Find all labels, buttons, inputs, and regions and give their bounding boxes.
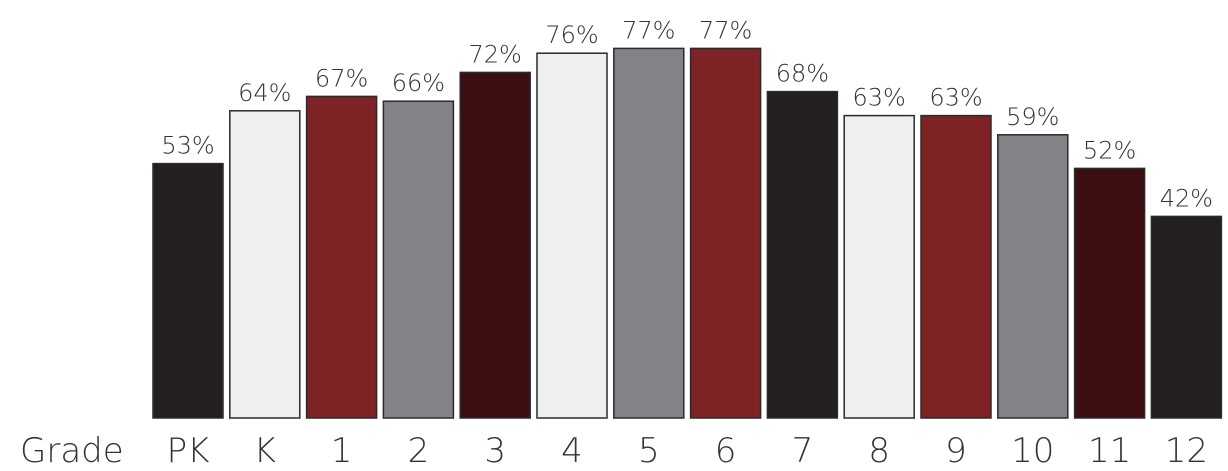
value-label-k: 64% bbox=[238, 79, 291, 107]
value-label-10: 59% bbox=[1006, 103, 1059, 131]
value-label-7: 68% bbox=[776, 60, 829, 88]
bar-5 bbox=[613, 47, 685, 419]
x-axis-label: Grade bbox=[20, 431, 124, 471]
bar-pk bbox=[152, 162, 224, 419]
tick-label-10: 10 bbox=[1011, 431, 1054, 471]
tick-label-6: 6 bbox=[715, 431, 737, 471]
bar-4 bbox=[536, 52, 608, 419]
bar-11 bbox=[1073, 167, 1146, 419]
value-label-8: 63% bbox=[853, 84, 906, 112]
tick-label-k: K bbox=[254, 431, 276, 471]
value-labels-group: 53% 64% 67% 66% 72% 76% 77% 77% 68% 63% 63% 59% 52% 4… bbox=[161, 16, 1213, 212]
bar-8 bbox=[843, 114, 915, 419]
tick-label-12: 12 bbox=[1165, 431, 1208, 471]
tick-label-7: 7 bbox=[792, 431, 814, 471]
tick-label-5: 5 bbox=[638, 431, 660, 471]
bar-6 bbox=[689, 47, 762, 419]
value-label-1: 67% bbox=[315, 64, 368, 92]
value-label-12: 42% bbox=[1160, 184, 1213, 212]
tick-label-1: 1 bbox=[331, 431, 353, 471]
bar-9 bbox=[920, 114, 992, 419]
bar-k bbox=[229, 110, 301, 419]
value-label-11: 52% bbox=[1083, 136, 1136, 164]
tick-label-9: 9 bbox=[945, 431, 967, 471]
value-label-4: 76% bbox=[545, 21, 598, 49]
value-label-5: 77% bbox=[622, 16, 675, 44]
bars-group bbox=[152, 47, 1223, 419]
bar-3 bbox=[459, 71, 531, 419]
tick-label-4: 4 bbox=[561, 431, 583, 471]
value-label-2: 66% bbox=[392, 69, 445, 97]
value-label-9: 63% bbox=[929, 84, 982, 112]
tick-label-11: 11 bbox=[1088, 431, 1131, 471]
bar-7 bbox=[766, 90, 839, 419]
bar-10 bbox=[997, 134, 1069, 419]
bar-2 bbox=[382, 100, 455, 419]
value-label-pk: 53% bbox=[161, 132, 214, 160]
tick-label-pk: PK bbox=[167, 431, 210, 471]
bar-12 bbox=[1150, 215, 1223, 419]
bar-1 bbox=[305, 95, 378, 419]
tick-label-3: 3 bbox=[484, 431, 506, 471]
category-ticks-group: PK K 1 2 3 4 5 6 7 8 9 10 11 12 bbox=[167, 431, 1208, 471]
tick-label-8: 8 bbox=[868, 431, 890, 471]
tick-label-2: 2 bbox=[408, 431, 430, 471]
value-label-3: 72% bbox=[469, 40, 522, 68]
value-label-6: 77% bbox=[699, 16, 752, 44]
